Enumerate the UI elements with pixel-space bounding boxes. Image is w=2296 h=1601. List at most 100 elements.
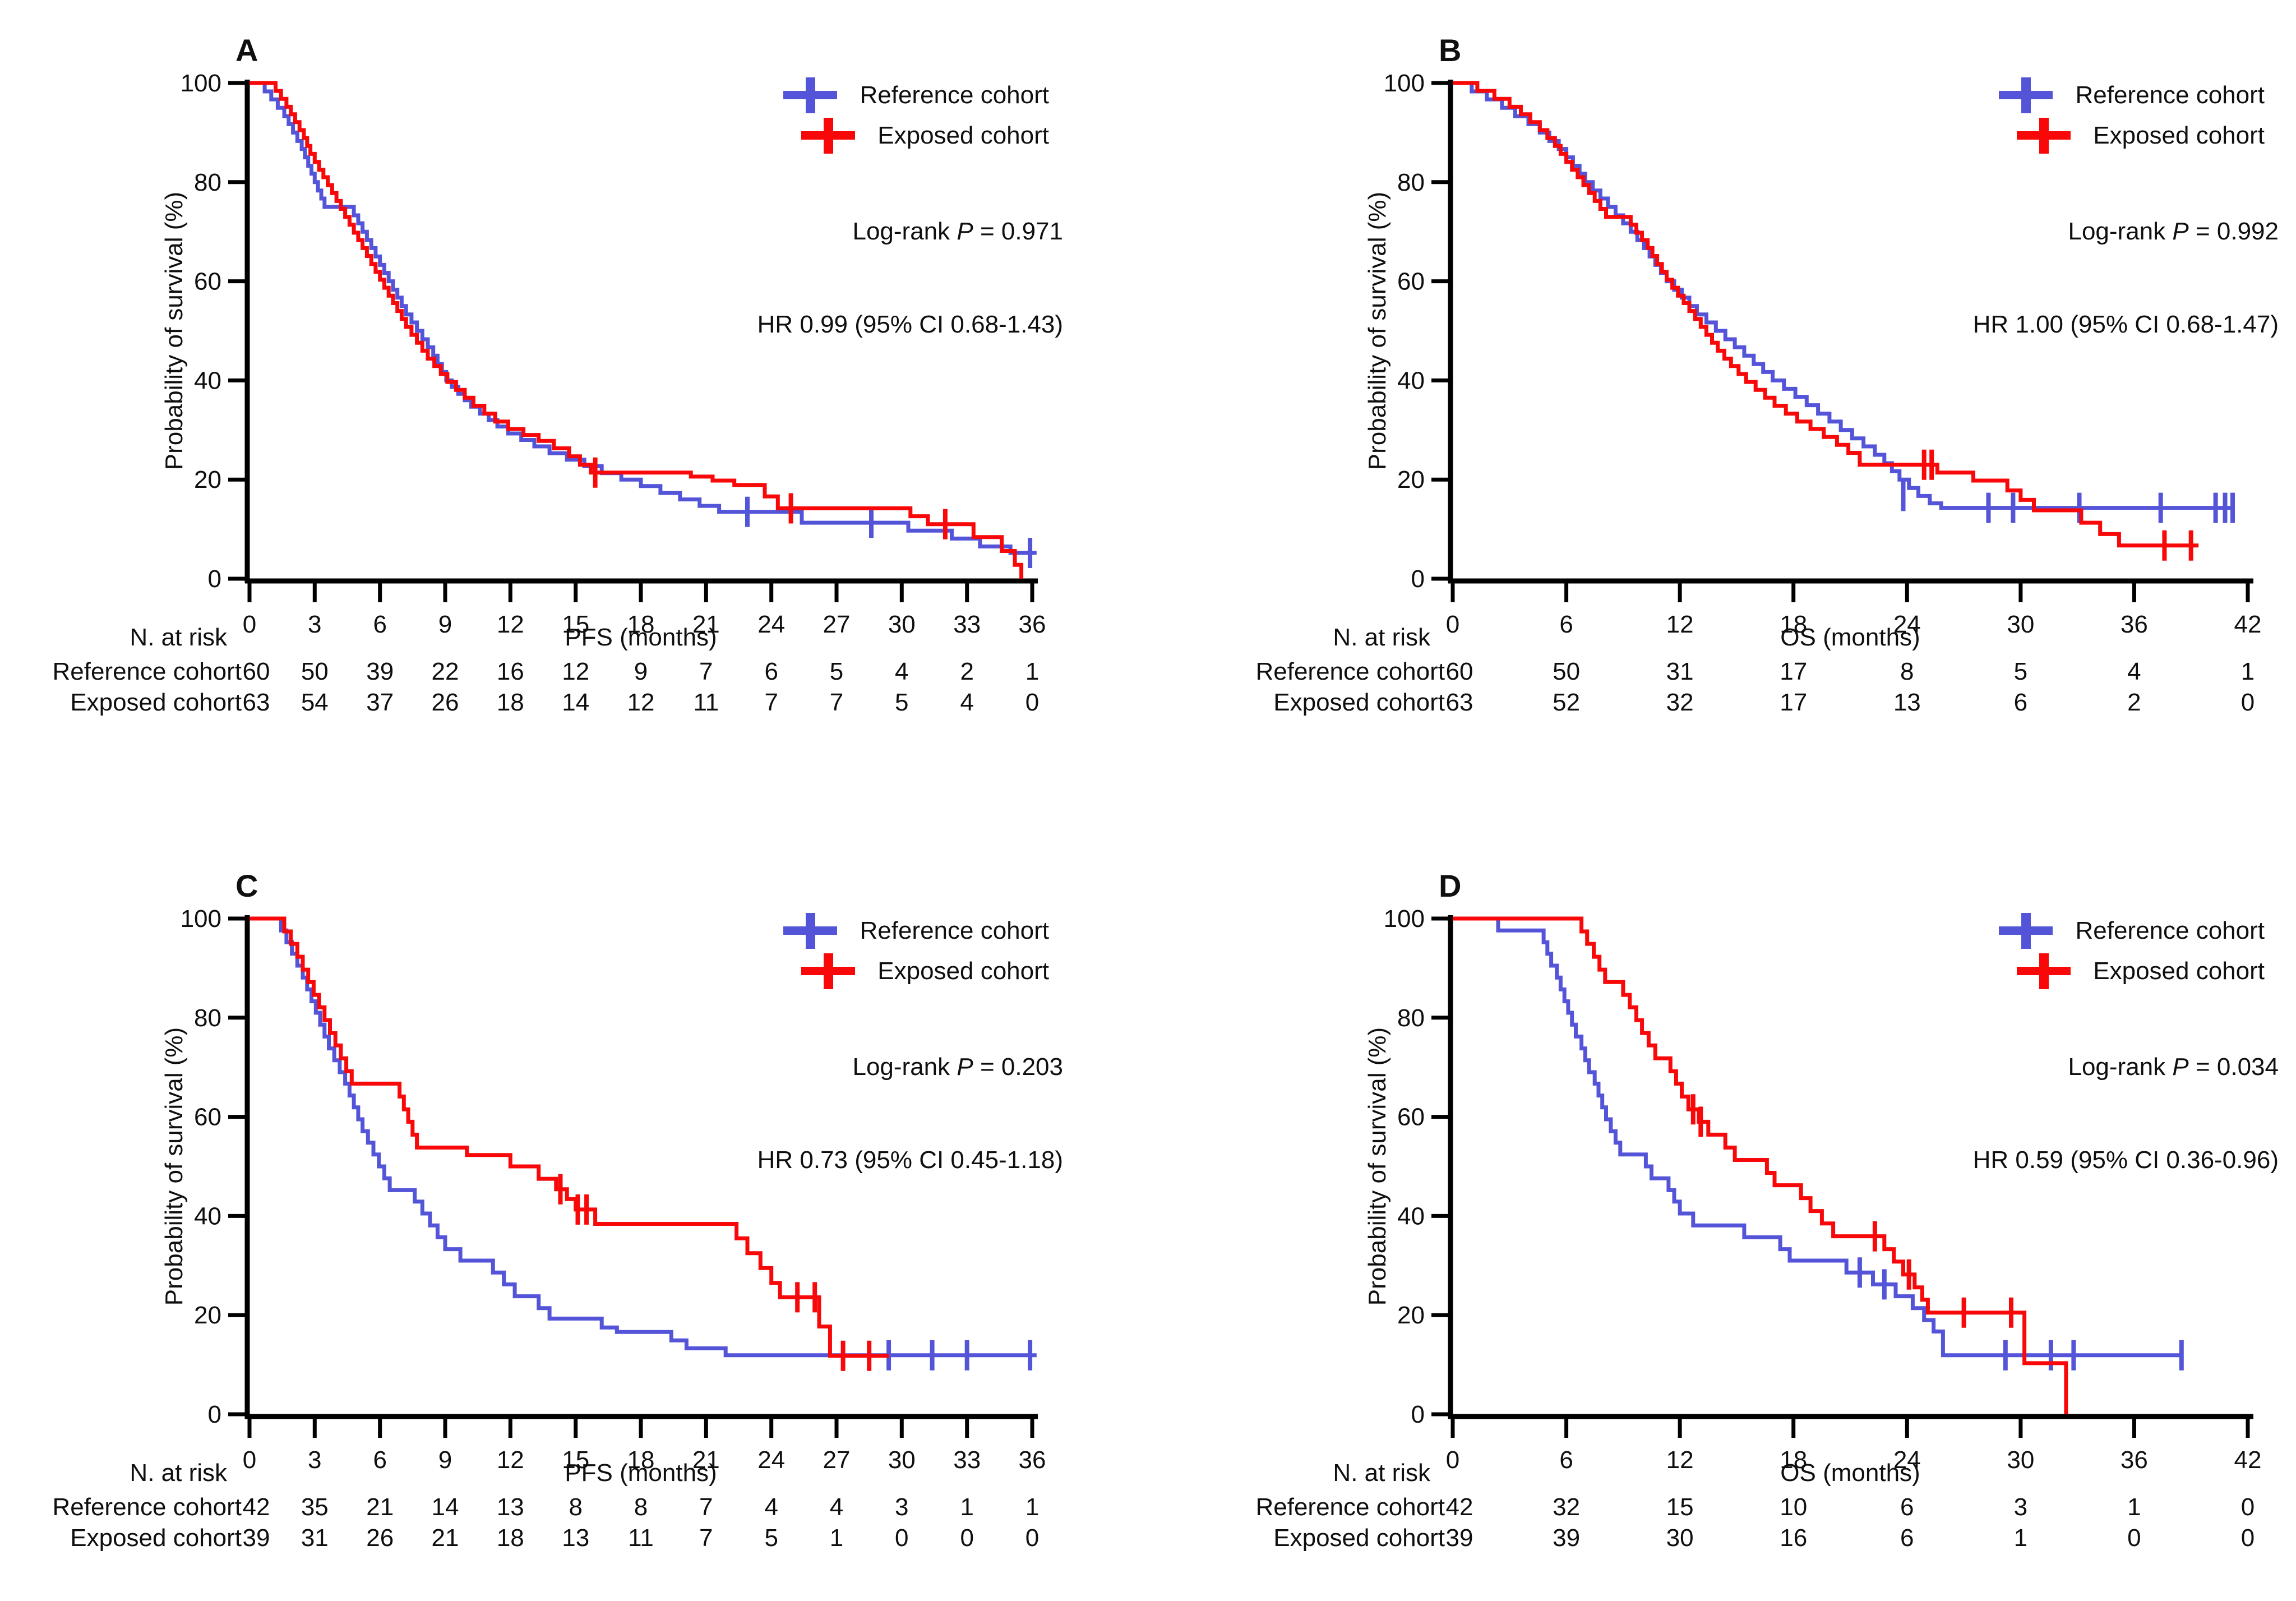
risk-value: 8 — [634, 1493, 648, 1521]
risk-value: 6 — [1900, 1493, 1914, 1521]
risk-value: 2 — [960, 658, 973, 685]
x-tick-label: 0 — [1446, 611, 1459, 638]
y-axis-label: Probability of survival (%) — [1364, 191, 1391, 470]
x-tick-label: 12 — [1666, 1446, 1694, 1474]
risk-value: 54 — [301, 689, 329, 716]
legend-label: Exposed cohort — [2093, 122, 2265, 149]
risk-value: 3 — [2014, 1493, 2027, 1521]
exposed-plus-icon — [801, 953, 856, 989]
x-tick-label: 0 — [1446, 1446, 1459, 1474]
x-tick-label: 9 — [438, 1446, 452, 1474]
risk-value: 1 — [1025, 658, 1039, 685]
y-axis-label: Probability of survival (%) — [160, 191, 188, 470]
risk-value: 8 — [1900, 658, 1914, 685]
y-tick-label: 20 — [194, 1302, 221, 1329]
x-tick-label: 6 — [1559, 611, 1573, 638]
risk-value: 26 — [432, 689, 459, 716]
y-tick-label: 80 — [1397, 1004, 1425, 1032]
logrank-line: Log-rank P = 0.992 — [2068, 218, 2279, 245]
panel-letter: C — [235, 868, 258, 903]
x-tick-label: 21 — [692, 1446, 720, 1474]
y-axis-label: Probability of survival (%) — [1364, 1027, 1391, 1306]
x-tick-label: 3 — [308, 611, 321, 638]
y-tick-label: 80 — [194, 169, 221, 196]
risk-value: 11 — [693, 689, 719, 716]
x-tick-label: 33 — [953, 1446, 981, 1474]
y-tick-label: 20 — [1397, 466, 1425, 493]
risk-value: 0 — [895, 1524, 908, 1552]
risk-value: 0 — [2241, 1524, 2255, 1552]
y-tick-label: 0 — [208, 565, 221, 593]
y-tick-label: 80 — [1397, 169, 1425, 196]
risk-value: 0 — [1025, 689, 1039, 716]
risk-value: 13 — [562, 1524, 589, 1552]
risk-value: 15 — [1666, 1493, 1694, 1521]
x-tick-label: 18 — [627, 611, 655, 638]
risk-value: 0 — [960, 1524, 973, 1552]
legend: Reference cohort Exposed cohort — [783, 75, 1049, 156]
y-tick-label: 40 — [1397, 1202, 1425, 1230]
panel-letter: A — [235, 33, 258, 68]
risk-value: 5 — [764, 1524, 778, 1552]
x-tick-label: 0 — [243, 1446, 256, 1474]
y-axis-label: Probability of survival (%) — [160, 1027, 188, 1306]
risk-value: 6 — [2014, 689, 2027, 716]
risk-value: 42 — [243, 1493, 270, 1521]
x-tick-label: 0 — [243, 611, 256, 638]
x-tick-label: 12 — [497, 1446, 524, 1474]
panel-b: 0 20 40 60 80 100 0 6 12 18 24 30 36 42 Reference coho… — [1148, 0, 2296, 800]
legend-item-exposed: Exposed cohort — [2017, 951, 2265, 991]
y-tick-label: 0 — [1411, 1401, 1425, 1428]
x-tick-label: 18 — [1780, 1446, 1807, 1474]
risk-value: 16 — [497, 658, 524, 685]
logrank-line: Log-rank P = 0.971 — [852, 218, 1063, 245]
survival-curve-exposed — [250, 81, 1024, 579]
y-tick-label: 40 — [1397, 367, 1425, 394]
risk-value: 18 — [497, 1524, 524, 1552]
x-tick-label: 12 — [1666, 611, 1694, 638]
risk-value: 0 — [2241, 1493, 2255, 1521]
x-tick-label: 42 — [2234, 1446, 2262, 1474]
y-tick-label: 0 — [208, 1401, 221, 1428]
risk-value: 13 — [497, 1493, 524, 1521]
risk-value: 14 — [432, 1493, 459, 1521]
n-at-risk-header: N. at risk — [1333, 1459, 1430, 1487]
risk-value: 4 — [830, 1493, 843, 1521]
risk-value: 16 — [1780, 1524, 1807, 1552]
risk-value: 21 — [432, 1524, 459, 1552]
logrank-line: Log-rank P = 0.203 — [852, 1053, 1063, 1081]
risk-value: 26 — [366, 1524, 394, 1552]
x-tick-label: 9 — [438, 611, 452, 638]
x-tick-label: 24 — [1893, 1446, 1921, 1474]
legend: Reference cohort Exposed cohort — [783, 911, 1049, 991]
x-tick-label: 30 — [888, 611, 916, 638]
y-tick-label: 100 — [181, 70, 221, 97]
risk-value: 4 — [2127, 658, 2141, 685]
risk-value: 50 — [301, 658, 329, 685]
risk-row-name: Exposed cohort — [1273, 689, 1445, 716]
y-tick-label: 100 — [1384, 905, 1425, 933]
risk-value: 31 — [1666, 658, 1694, 685]
risk-row-name: Exposed cohort — [70, 689, 242, 716]
x-tick-label: 30 — [2007, 1446, 2034, 1474]
risk-value: 13 — [1893, 689, 1921, 716]
legend-label: Exposed cohort — [2093, 957, 2265, 985]
survival-curve-reference — [1453, 916, 2184, 1358]
x-axis-label: OS (months) — [1780, 1459, 1920, 1487]
risk-value: 1 — [830, 1524, 843, 1552]
panel-d: 0 20 40 60 80 100 0 6 12 18 24 30 36 42 Reference coho… — [1148, 801, 2296, 1601]
x-tick-label: 24 — [757, 1446, 785, 1474]
risk-value: 17 — [1780, 689, 1807, 716]
n-at-risk-header: N. at risk — [1333, 624, 1430, 651]
x-tick-label: 6 — [1559, 1446, 1573, 1474]
n-at-risk-header: N. at risk — [130, 1459, 227, 1487]
x-tick-label: 33 — [953, 611, 981, 638]
legend: Reference cohort Exposed cohort — [1999, 75, 2265, 156]
risk-value: 60 — [243, 658, 270, 685]
risk-value: 42 — [1446, 1493, 1473, 1521]
logrank-line: Log-rank P = 0.034 — [2068, 1053, 2279, 1081]
hazard-ratio-line: HR 0.99 (95% CI 0.68-1.43) — [757, 311, 1063, 338]
hazard-ratio-line: HR 0.73 (95% CI 0.45-1.18) — [757, 1146, 1063, 1174]
